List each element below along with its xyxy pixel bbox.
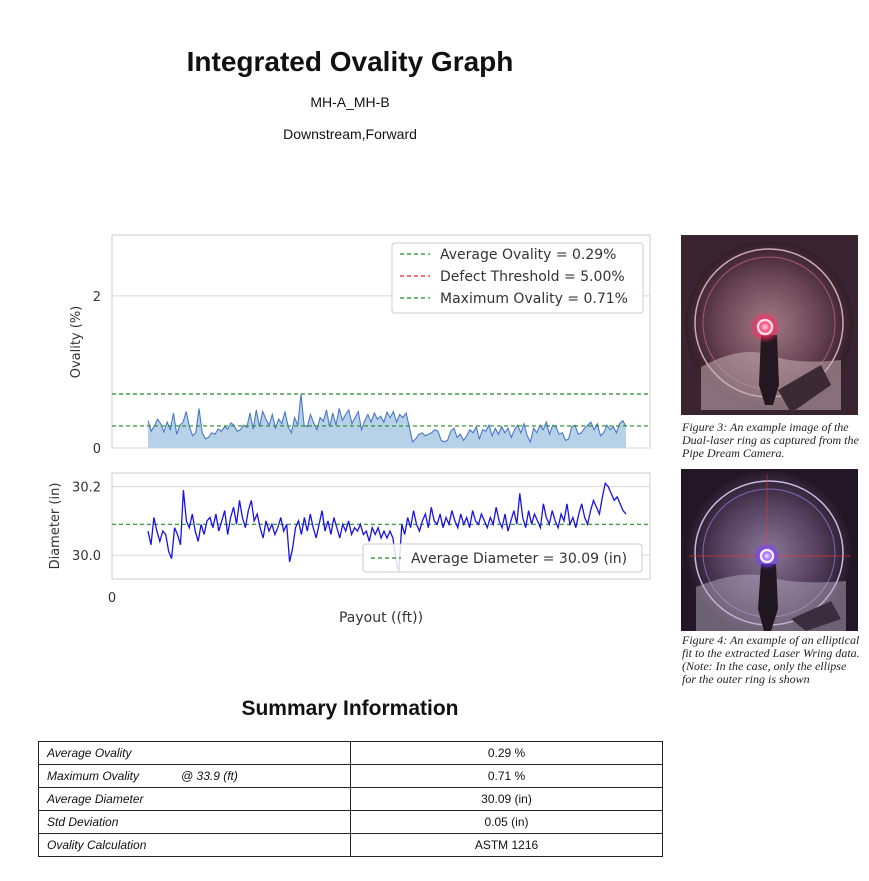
summary-label-average-ovality: Average Ovality	[38, 741, 351, 765]
diameter-y-tick-label: 30.2	[72, 481, 101, 496]
table-row: Ovality Calculation ASTM 1216	[38, 833, 663, 857]
legend-average-diameter: Average Diameter = 30.09 (in)	[411, 551, 627, 567]
ovality-y-axis-label: Ovality (%)	[69, 306, 84, 379]
summary-table: Average Ovality 0.29 % Maximum Ovality @ …	[38, 741, 663, 857]
table-row: Average Ovality 0.29 %	[38, 741, 663, 765]
figure-3-caption: Figure 3: An example image of the Dual-l…	[682, 420, 859, 460]
table-row: Std Deviation 0.05 (in)	[38, 810, 663, 834]
summary-value-average-ovality: 0.29 %	[350, 741, 663, 765]
summary-value-std-deviation: 0.05 (in)	[350, 810, 663, 834]
summary-value-ovality-calculation: ASTM 1216	[350, 833, 663, 857]
diameter-legend: Average Diameter = 30.09 (in)	[362, 543, 643, 573]
summary-label-maximum-ovality-cell: Maximum Ovality @ 33.9 (ft)	[38, 764, 351, 788]
diameter-y-tick-label: 30.0	[72, 549, 101, 564]
summary-value-maximum-ovality: 0.71 %	[350, 764, 663, 788]
summary-maximum-ovality-location: @ 33.9 (ft)	[181, 769, 238, 783]
ovality-legend: Average Ovality = 0.29% Defect Threshold…	[391, 242, 644, 314]
ovality-series-line	[147, 393, 627, 444]
diameter-series-line	[147, 481, 627, 573]
summary-label-ovality-calculation: Ovality Calculation	[38, 833, 351, 857]
summary-value-average-diameter: 30.09 (in)	[350, 787, 663, 811]
ovality-chart-area: 2 0 Ovality (%) Average Ovality = 0.29% D…	[48, 234, 651, 626]
report-title: Integrated Ovality Graph	[186, 46, 514, 77]
figure-3-image	[681, 235, 858, 415]
direction-subtitle: Downstream,Forward	[283, 126, 417, 142]
figure-4-caption: Figure 4: An example of an elliptical fi…	[682, 633, 860, 686]
ovality-y-tick-label: 0	[93, 442, 101, 457]
summary-label-maximum-ovality: Maximum Ovality	[47, 769, 140, 783]
summary-label-std-deviation: Std Deviation	[38, 810, 351, 834]
legend-defect-threshold: Defect Threshold = 5.00%	[440, 269, 625, 285]
legend-maximum-ovality: Maximum Ovality = 0.71%	[440, 291, 628, 307]
x-tick-label-0: 0	[108, 591, 116, 606]
location-subtitle: MH-A_MH-B	[310, 94, 390, 110]
x-axis-label: Payout ((ft))	[339, 610, 423, 626]
table-row: Maximum Ovality @ 33.9 (ft) 0.71 %	[38, 764, 663, 788]
table-row: Average Diameter 30.09 (in)	[38, 787, 663, 811]
ovality-area	[148, 394, 626, 448]
summary-title: Summary Information	[241, 697, 459, 720]
legend-average-ovality: Average Ovality = 0.29%	[440, 247, 616, 263]
figure-4-image	[681, 469, 858, 631]
ovality-y-tick-label: 2	[93, 290, 101, 305]
diameter-y-axis-label: Diameter (in)	[48, 483, 63, 570]
summary-label-average-diameter: Average Diameter	[38, 787, 351, 811]
